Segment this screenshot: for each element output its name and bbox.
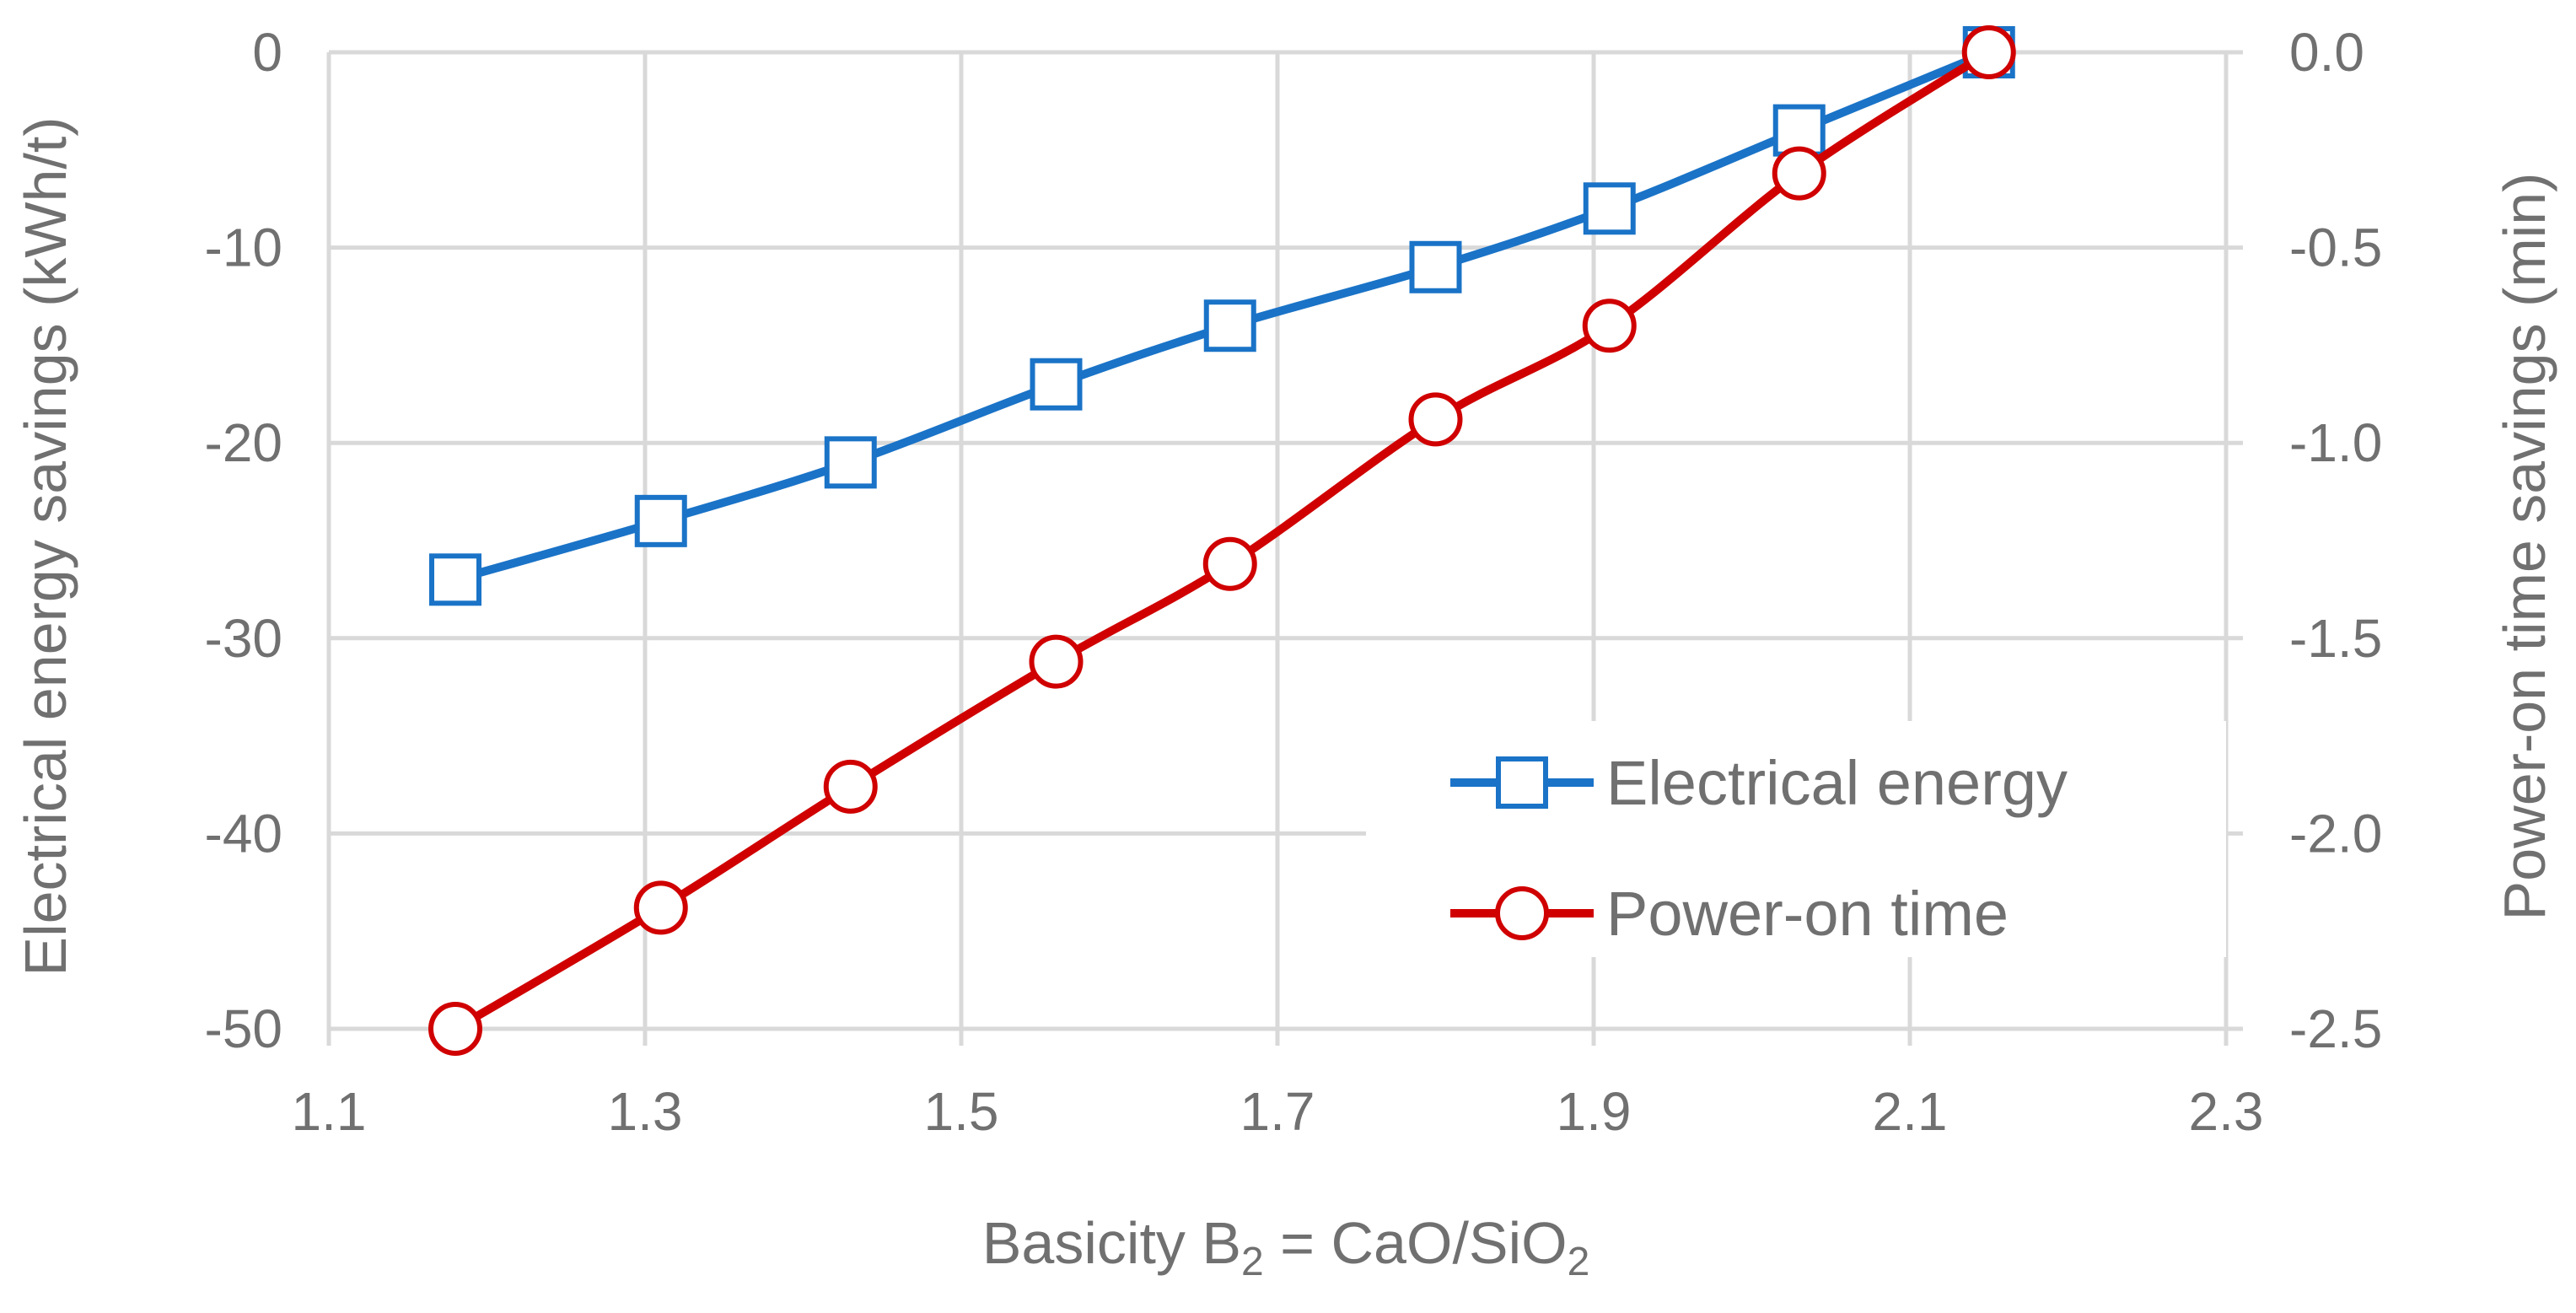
y-left-tick-label: -50: [205, 998, 283, 1059]
x-tick-label: 2.3: [2189, 1081, 2264, 1142]
data-point: [429, 553, 481, 606]
y-right-tick-label: -2.0: [2289, 803, 2382, 864]
y-left-tick-label: -30: [205, 608, 283, 669]
y-right-tick-label: 0.0: [2289, 22, 2364, 83]
data-point: [428, 1002, 482, 1056]
data-point: [633, 880, 688, 935]
data-point: [1961, 25, 2016, 79]
x-tick-label: 1.1: [292, 1081, 367, 1142]
legend-label: Power-on time: [1606, 879, 2009, 949]
x-tick-label: 1.5: [924, 1081, 999, 1142]
legend-item: Power-on time: [1450, 879, 2009, 949]
x-tick-label: 1.9: [1557, 1081, 1632, 1142]
y-axis-right-title: Power-on time savings (min): [2492, 173, 2557, 921]
legend-item: Electrical energy: [1450, 748, 2068, 818]
data-point: [1030, 358, 1083, 411]
y-axis-left-title: Electrical energy savings (kWh/t): [13, 116, 78, 976]
data-point: [1772, 146, 1826, 201]
y-right-tick-label: -1.5: [2289, 608, 2382, 669]
y-left-tick-label: -40: [205, 803, 283, 864]
y-left-tick-label: -10: [205, 218, 283, 278]
data-point: [1582, 299, 1637, 353]
legend: Electrical energy Power-on time: [1366, 721, 2226, 957]
series-power-on-time: [428, 25, 2016, 1056]
data-point: [1203, 299, 1256, 352]
data-point: [1772, 104, 1826, 157]
data-point: [823, 759, 878, 814]
y-right-tick-label: -2.5: [2289, 998, 2382, 1059]
y-right-tick-label: -1.0: [2289, 412, 2382, 473]
data-point: [1202, 536, 1257, 591]
data-point: [1029, 634, 1084, 689]
x-tick-label: 1.3: [608, 1081, 683, 1142]
legend-marker: [1496, 756, 1548, 809]
data-point: [634, 494, 687, 547]
x-axis-title: Basicity B2 = CaO/SiO2: [982, 1210, 1590, 1284]
x-tick-label: 2.1: [1873, 1081, 1948, 1142]
y-left-tick-label: -20: [205, 412, 283, 473]
y-left-tick-label: 0: [252, 22, 282, 83]
data-point: [1583, 182, 1636, 235]
tick-labels: 1.1 1.3 1.5 1.7 1.9 2.1 2.3 0 -10 -20 -30 -40 -50 0.0…: [205, 22, 2383, 1142]
x-tick-label: 1.7: [1240, 1081, 1315, 1142]
series: [428, 25, 2016, 1056]
legend-label: Electrical energy: [1606, 748, 2068, 818]
data-point: [1409, 240, 1462, 293]
data-point: [1408, 392, 1463, 447]
y-right-tick-label: -0.5: [2289, 218, 2382, 278]
series-electrical-energy: [429, 26, 2015, 606]
data-point: [824, 436, 877, 489]
legend-marker: [1495, 886, 1549, 940]
